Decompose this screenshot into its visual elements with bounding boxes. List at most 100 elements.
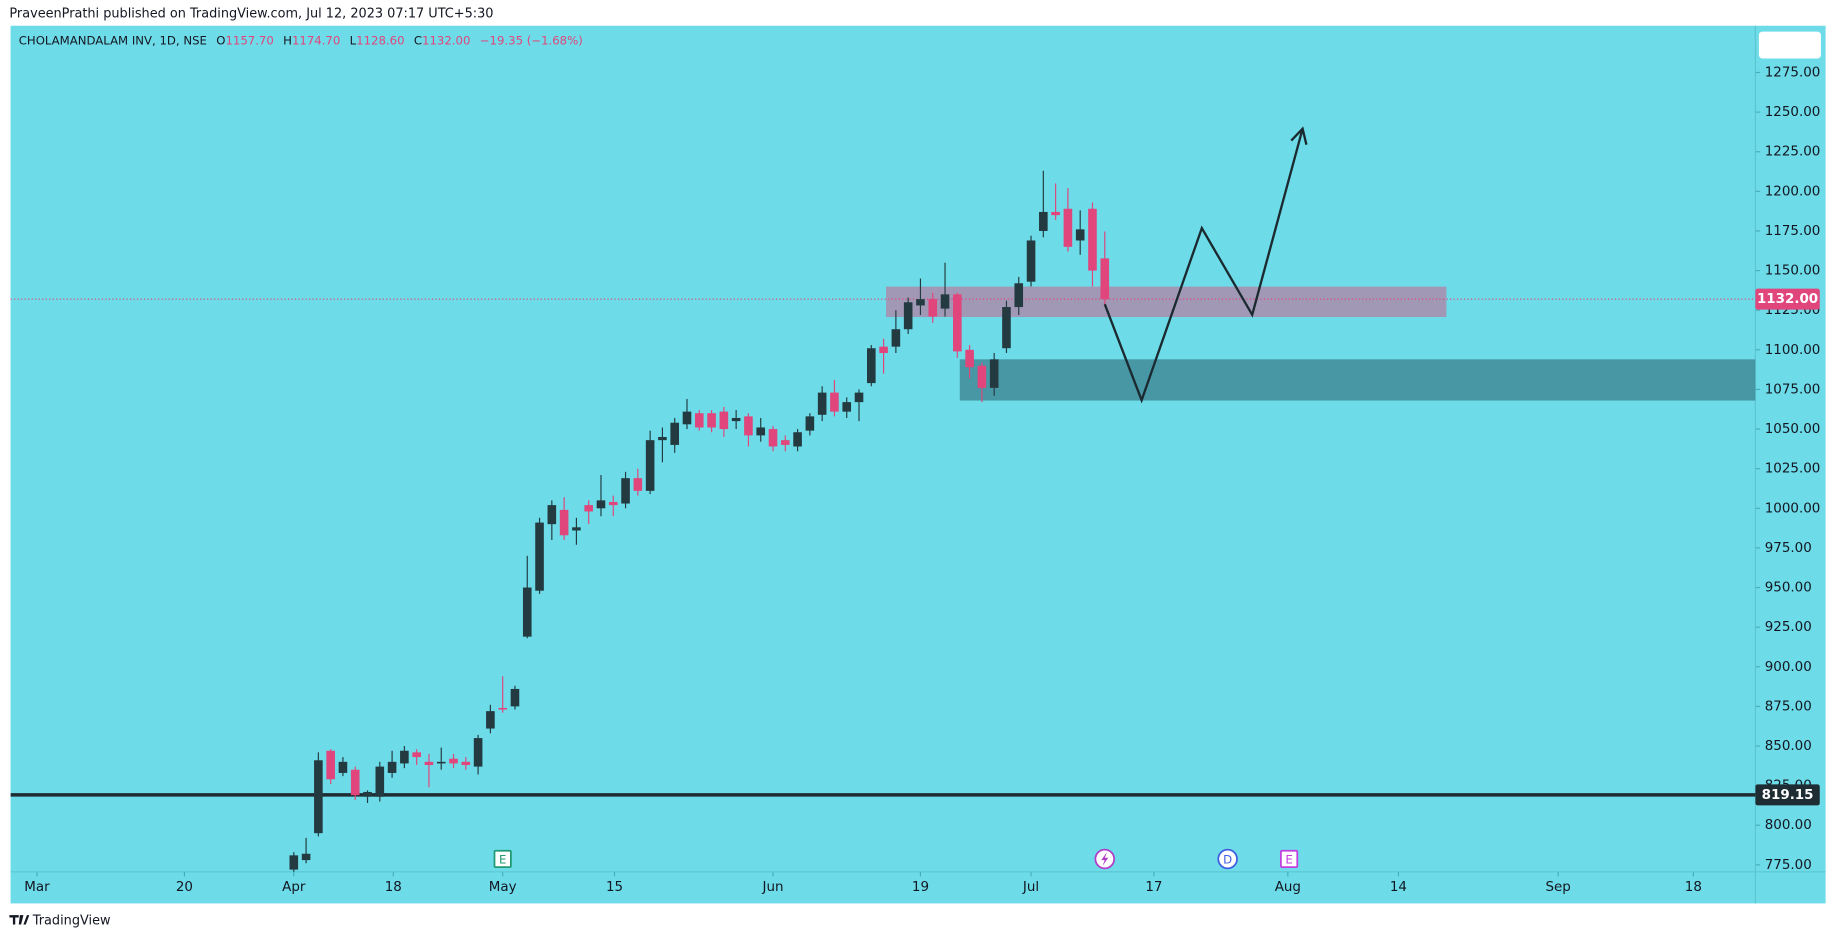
- y-tick-label: 1075.00: [1765, 382, 1821, 397]
- candle-body: [621, 478, 630, 504]
- candle-body: [805, 416, 815, 431]
- candle-body: [400, 750, 409, 764]
- candle-body: [338, 761, 348, 773]
- footer: TradingView: [32, 913, 111, 928]
- x-tick-label: 17: [1145, 880, 1162, 895]
- legend-value: 1128.60: [356, 33, 404, 47]
- candle-body: [1051, 211, 1060, 216]
- candle-body: [940, 294, 950, 309]
- price-label: 1132.00: [1757, 292, 1818, 307]
- candle-body: [879, 346, 888, 353]
- toolbar-box: [1758, 31, 1821, 59]
- legend-change: −19.35 (−1.68%): [480, 33, 583, 47]
- candle-body: [424, 761, 434, 766]
- candle-body: [572, 527, 581, 531]
- candle-body: [694, 413, 704, 428]
- y-tick-label: 900.00: [1765, 660, 1812, 675]
- candle-body: [363, 791, 372, 797]
- price-label-box: [1755, 288, 1820, 310]
- candle-body: [375, 766, 385, 797]
- y-tick-label: 850.00: [1765, 739, 1812, 754]
- legend-value: 1132.00: [422, 33, 470, 47]
- y-tick-label: 775.00: [1765, 858, 1812, 873]
- x-tick-label: Mar: [24, 880, 50, 895]
- y-tick-label: 1175.00: [1765, 224, 1821, 239]
- footer-logo: [9, 915, 30, 925]
- candle-body: [436, 761, 446, 764]
- price-label: 819.15: [1762, 788, 1814, 803]
- candle-body: [707, 413, 716, 428]
- legend-letter: L: [350, 33, 357, 47]
- x-tick-label: Jul: [1022, 880, 1039, 895]
- y-tick-label: 800.00: [1765, 818, 1812, 833]
- axes: 775.00800.00825.00850.00875.00900.00925.…: [24, 65, 1820, 895]
- event-label: D: [1223, 853, 1232, 867]
- candle-body: [387, 761, 397, 773]
- candle-body: [412, 752, 421, 758]
- candle-body: [817, 392, 827, 415]
- candle-body: [326, 750, 335, 780]
- candle-body: [547, 505, 557, 525]
- candle-body: [301, 853, 311, 861]
- candle-body: [1088, 208, 1097, 271]
- x-tick-label: May: [489, 880, 517, 895]
- zone: [959, 359, 1756, 401]
- legend-letter: C: [414, 33, 422, 47]
- y-tick-label: 1000.00: [1765, 501, 1821, 516]
- x-tick-label: 18: [385, 880, 402, 895]
- candle-body: [559, 509, 569, 536]
- candle-body: [608, 501, 618, 506]
- candle-body: [289, 855, 299, 870]
- candle-body: [744, 416, 753, 436]
- y-tick-label: 1200.00: [1765, 184, 1821, 199]
- candle-body: [1100, 258, 1110, 300]
- candle-body: [682, 411, 692, 425]
- candle-body: [522, 587, 532, 637]
- legend-value: 1157.70: [225, 33, 273, 47]
- candle-body: [1039, 211, 1048, 231]
- candle-body: [916, 299, 925, 306]
- candle-body: [314, 760, 323, 834]
- candle-body: [645, 440, 655, 491]
- candle-body: [461, 761, 471, 766]
- event-label: E: [1285, 853, 1292, 867]
- candle-body: [830, 392, 839, 412]
- y-tick-label: 1225.00: [1765, 145, 1821, 160]
- x-tick-label: Sep: [1546, 880, 1571, 895]
- legend-symbol: CHOLAMANDALAM INV, 1D, NSE: [19, 33, 207, 47]
- candle-body: [965, 349, 974, 368]
- y-tick-label: 1275.00: [1765, 65, 1821, 80]
- candle-body: [535, 522, 544, 591]
- x-tick-label: 20: [176, 880, 193, 895]
- candle-body: [768, 429, 778, 447]
- candle-body: [989, 359, 999, 388]
- candle-body: [854, 392, 864, 403]
- event-label: E: [499, 853, 506, 867]
- candle-body: [928, 299, 938, 317]
- candle-body: [953, 294, 962, 352]
- x-tick-label: Apr: [282, 880, 306, 895]
- legend: CHOLAMANDALAM INV, 1D, NSE O 1157.70 H 1174.…: [19, 33, 583, 47]
- y-tick-label: 1050.00: [1765, 422, 1821, 437]
- candle-body: [731, 417, 741, 422]
- x-tick-label: Aug: [1275, 880, 1301, 895]
- candle-body: [780, 440, 790, 445]
- y-tick-label: 1150.00: [1765, 264, 1821, 279]
- candle-body: [473, 738, 483, 767]
- x-tick-label: 19: [912, 880, 929, 895]
- chart-background: [10, 25, 1826, 904]
- candle-body: [498, 707, 507, 710]
- y-tick-label: 875.00: [1765, 699, 1812, 714]
- x-tick-label: Jun: [762, 880, 784, 895]
- candle-body: [510, 688, 520, 707]
- y-tick-label: 950.00: [1765, 581, 1812, 596]
- header: PraveenPrathi published on TradingView.c…: [9, 7, 493, 22]
- event-icon: [1280, 849, 1299, 869]
- y-tick-label: 1100.00: [1765, 343, 1821, 358]
- event-icon: [1217, 848, 1238, 870]
- y-tick-label: 975.00: [1765, 541, 1812, 556]
- candle-body: [719, 411, 729, 430]
- candle-body: [793, 432, 802, 447]
- candle-body: [977, 365, 987, 388]
